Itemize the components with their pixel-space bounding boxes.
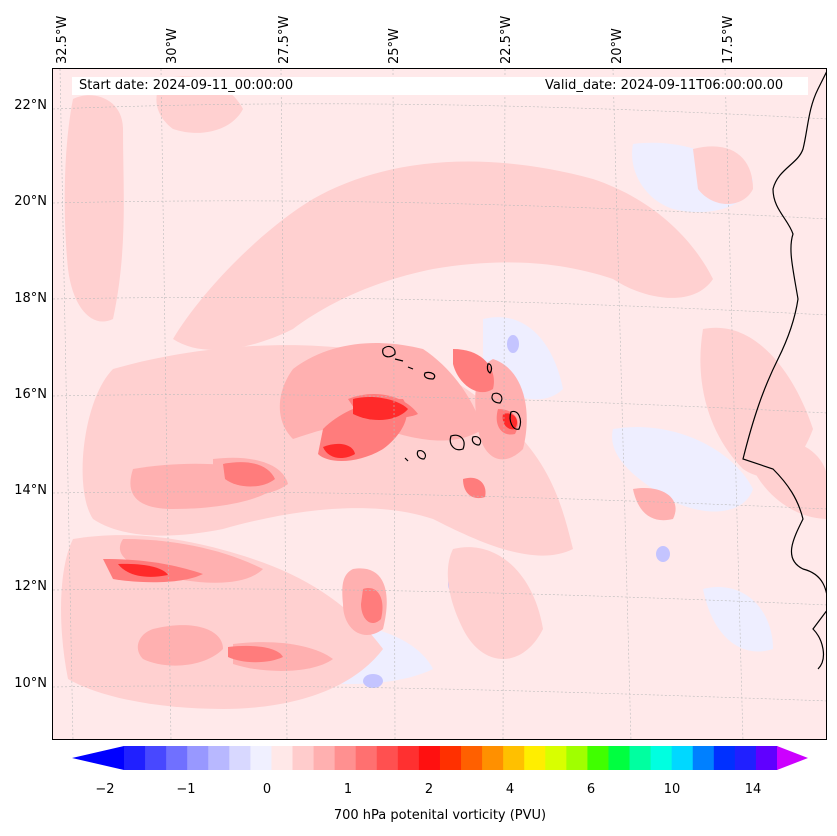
colorbar-cell [755, 746, 778, 770]
colorbar-cell [187, 746, 209, 770]
lat-label-16n: 16°N [14, 387, 47, 402]
colorbar-cell [650, 746, 673, 770]
colorbar-cell [313, 746, 336, 770]
colorbar-cell [608, 746, 631, 770]
colorbar-tick: −1 [176, 782, 196, 797]
colorbar-tick: 14 [744, 782, 762, 797]
colorbar-tick: 10 [663, 782, 681, 797]
colorbar-tick: 1 [343, 782, 353, 797]
colorbar-cell [692, 746, 715, 770]
colorbar-tick: −2 [95, 782, 115, 797]
pv-field [53, 69, 826, 739]
lon-label-22-5w: 22.5°W [499, 15, 514, 64]
colorbar-cell [545, 746, 567, 770]
lat-label-10n: 10°N [14, 676, 47, 691]
colorbar-cell [334, 746, 357, 770]
colorbar-cell [461, 746, 483, 770]
colorbar-cell [166, 746, 188, 770]
colorbar-label: 700 hPa potenital vorticity (PVU) [333, 808, 547, 823]
colorbar-tick: 2 [424, 782, 434, 797]
coastline [742, 71, 826, 670]
colorbar-tick: 6 [586, 782, 596, 797]
colorbar-cell [566, 746, 589, 770]
lon-label-32-5w: 32.5°W [55, 15, 70, 64]
colorbar-cell [524, 746, 546, 770]
colorbar-cell [208, 746, 230, 770]
lon-label-17-5w: 17.5°W [721, 15, 736, 64]
graticule [53, 69, 826, 739]
lat-label-12n: 12°N [14, 579, 47, 594]
colorbar-tick: 4 [505, 782, 515, 797]
colorbar-under-arrow [72, 746, 124, 770]
colorbar-cell [671, 746, 694, 770]
colorbar-cell [397, 746, 420, 770]
colorbar-cell [124, 746, 146, 770]
colorbar-cell [482, 746, 504, 770]
map-panel[interactable] [52, 68, 827, 740]
colorbar-tick: 0 [262, 782, 272, 797]
colorbar-cell [229, 746, 251, 770]
colorbar-over-arrow [777, 746, 808, 770]
colorbar [72, 746, 808, 770]
colorbar-cell [292, 746, 315, 770]
colorbar-cell [629, 746, 652, 770]
colorbar-cell [418, 746, 441, 770]
cabo-verde-islands [382, 345, 522, 462]
colorbar-cell [439, 746, 462, 770]
date-annotation-box [72, 77, 808, 95]
colorbar-cell [355, 746, 378, 770]
start-date-label: Start date: 2024-09-11_00:00:00 [79, 78, 294, 93]
lon-label-20w: 20°W [610, 28, 625, 64]
valid-date-label: Valid_date: 2024-09-11T06:00:00.00 [545, 78, 784, 93]
lat-label-20n: 20°N [14, 194, 47, 209]
lon-label-25w: 25°W [387, 28, 402, 64]
colorbar-cell [734, 746, 757, 770]
lat-label-22n: 22°N [14, 98, 47, 113]
colorbar-cells [124, 746, 778, 770]
colorbar-cell [713, 746, 736, 770]
colorbar-cell [376, 746, 399, 770]
lat-label-18n: 18°N [14, 291, 47, 306]
colorbar-cell [250, 746, 273, 770]
colorbar-cell [271, 746, 294, 770]
lon-label-27-5w: 27.5°W [277, 15, 292, 64]
colorbar-cell [503, 746, 525, 770]
lon-label-30w: 30°W [165, 28, 180, 64]
colorbar-cell [145, 746, 167, 770]
colorbar-cell [587, 746, 610, 770]
lat-label-14n: 14°N [14, 483, 47, 498]
